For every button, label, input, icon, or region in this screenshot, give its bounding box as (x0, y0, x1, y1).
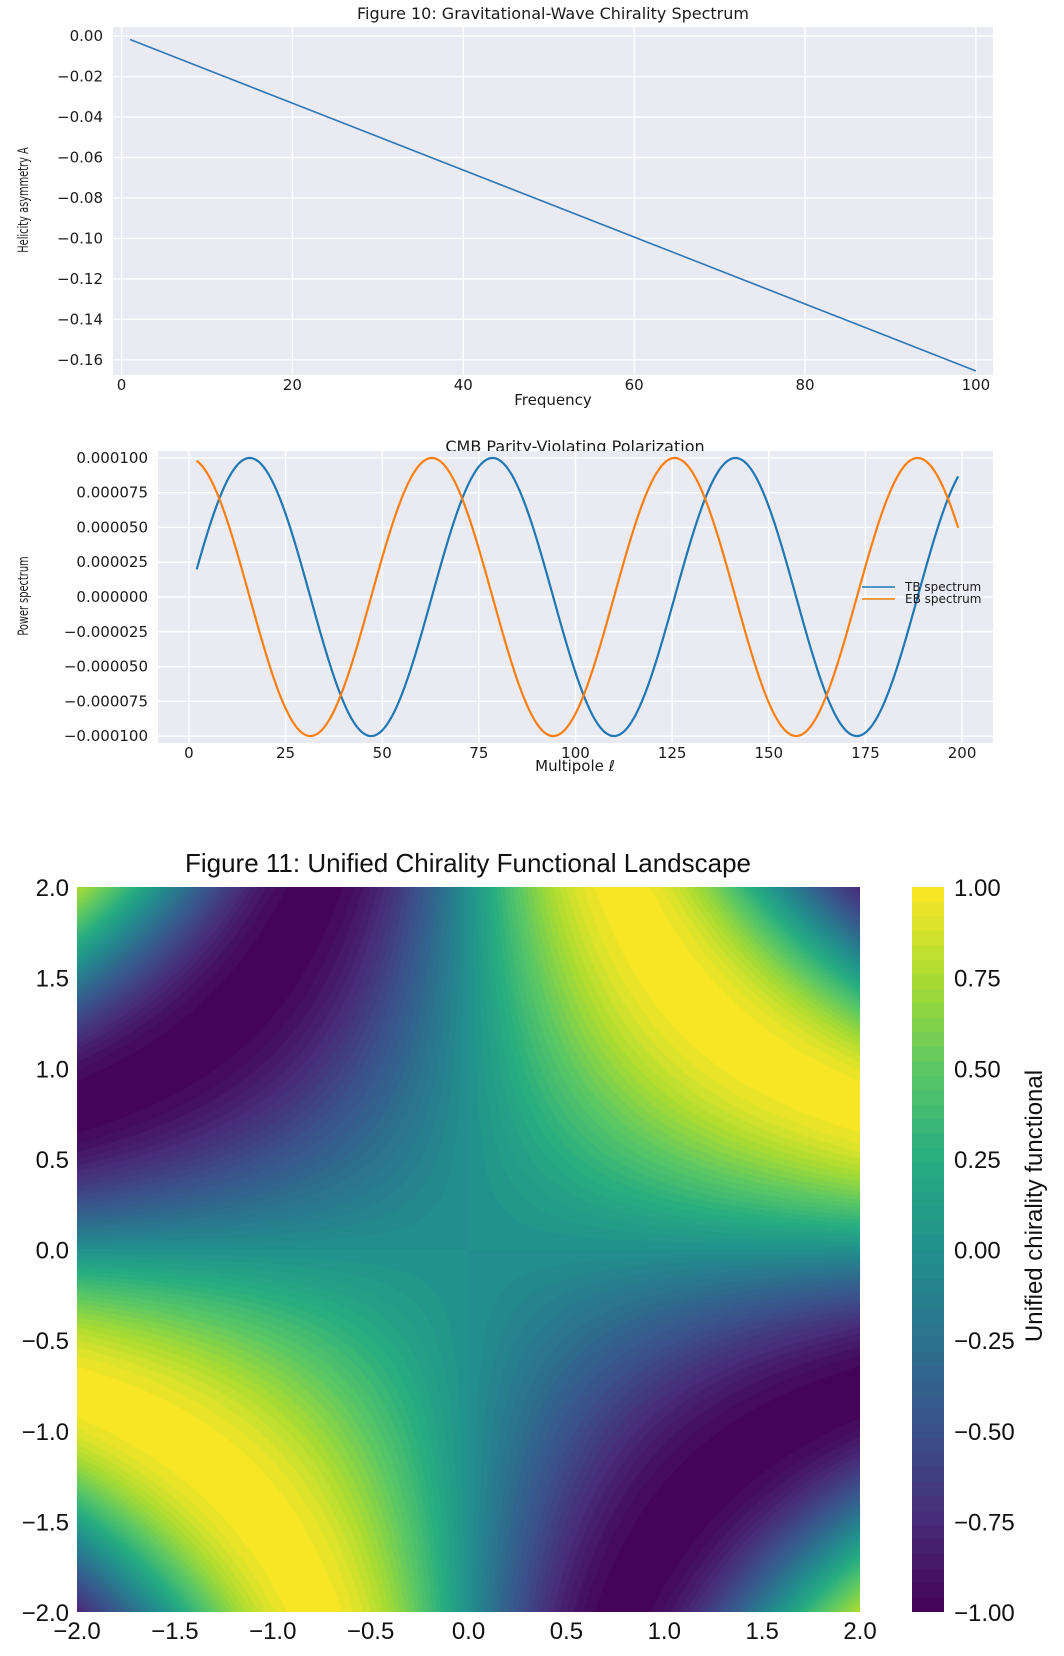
f11-x-tick-label: 0.5 (550, 1618, 583, 1645)
f11-y-tick-label: 1.5 (36, 966, 69, 993)
f10-series-line (129, 38, 977, 372)
f11-x-tick-label: −0.5 (347, 1618, 394, 1645)
f11-x-tick-label: 1.0 (648, 1618, 681, 1645)
f11-x-tick-label: −2.0 (53, 1618, 100, 1645)
cmb-y-tick-label: −0.000100 (64, 727, 148, 745)
f10-y-tick-label: −0.12 (57, 270, 103, 288)
cmb-legend-label: EB spectrum (905, 592, 981, 606)
colorbar-tick-label: 0.25 (954, 1147, 1001, 1174)
cmb-y-tick-label: 0.000100 (76, 449, 148, 467)
colorbar-tick-label: 0.75 (954, 966, 1001, 993)
f10-y-tick-label: −0.04 (57, 108, 103, 126)
figure-11-chart: Figure 11: Unified Chirality Functional … (22, 848, 1048, 1645)
f11-y-tick-label: 2.0 (36, 875, 69, 902)
colorbar-label: Unified chirality functional (1021, 1070, 1048, 1342)
cmb-x-tick-label: 75 (469, 744, 488, 762)
cmb-y-tick-label: 0.000000 (76, 588, 148, 606)
f11-x-tick-label: −1.5 (151, 1618, 198, 1645)
cmb-y-tick-label: −0.000025 (64, 623, 148, 641)
f10-x-tick-label: 60 (625, 376, 644, 394)
cmb-x-axis-label: Multipole ℓ (535, 757, 615, 775)
f10-x-tick-label: 40 (454, 376, 473, 394)
colorbar-tick-label: 1.00 (954, 875, 1001, 902)
f10-y-tick-label: −0.14 (57, 310, 103, 328)
cmb-x-tick-label: 50 (373, 744, 392, 762)
f11-x-tick-label: 1.5 (745, 1618, 778, 1645)
figure-10-title: Figure 10: Gravitational-Wave Chirality … (357, 4, 749, 23)
f10-x-tick-label: 80 (795, 376, 814, 394)
cmb-y-tick-label: 0.000075 (76, 484, 148, 502)
cmb-y-axis-label: Power spectrum (15, 556, 32, 635)
figure-10-x-axis-label: Frequency (514, 391, 592, 409)
colorbar-tick-label: 0.00 (954, 1238, 1001, 1265)
colorbar-tick-label: −0.75 (954, 1509, 1015, 1536)
figure-11-colorbar (912, 887, 944, 1612)
colorbar-tick-label: −0.50 (954, 1419, 1015, 1446)
cmb-legend-label: TB spectrum (904, 580, 981, 594)
cmb-y-tick-label: 0.000025 (76, 553, 148, 571)
cmb-series-line (195, 456, 960, 738)
f11-x-tick-label: 0.0 (452, 1618, 485, 1645)
f10-x-tick-label: 100 (962, 376, 991, 394)
cmb-y-tick-label: 0.000050 (76, 518, 148, 536)
cmb-x-tick-label: 100 (561, 744, 590, 762)
cmb-x-tick-label: 150 (754, 744, 783, 762)
f11-y-tick-label: 0.5 (36, 1147, 69, 1174)
f10-x-tick-label: 0 (117, 376, 127, 394)
cmb-y-tick-label: −0.000050 (64, 658, 148, 676)
f10-y-tick-label: −0.10 (57, 229, 103, 247)
f10-y-tick-label: 0.00 (70, 27, 103, 45)
f11-x-tick-label: 2.0 (843, 1618, 876, 1645)
f11-y-tick-label: −0.5 (22, 1328, 69, 1355)
f11-y-tick-label: −1.0 (22, 1419, 69, 1446)
f10-y-tick-label: −0.16 (57, 351, 103, 369)
f11-x-tick-label: −1.0 (249, 1618, 296, 1645)
colorbar-tick-label: −0.25 (954, 1328, 1015, 1355)
colorbar-tick-label: 0.50 (954, 1056, 1001, 1083)
cmb-y-tick-label: −0.000075 (64, 692, 148, 710)
cmb-x-tick-label: 0 (184, 744, 194, 762)
colorbar-tick-label: −1.00 (954, 1600, 1015, 1627)
figure-11-heatmap (77, 887, 860, 1612)
f11-y-tick-label: 1.0 (36, 1056, 69, 1083)
cmb-x-tick-label: 175 (851, 744, 880, 762)
cmb-x-tick-label: 125 (658, 744, 687, 762)
figure-10-y-axis-label: Helicity asymmetry A (15, 147, 32, 253)
f10-y-tick-label: −0.02 (57, 68, 103, 86)
f10-y-tick-label: −0.08 (57, 189, 103, 207)
f11-y-tick-label: −1.5 (22, 1509, 69, 1536)
f11-y-tick-label: −2.0 (22, 1600, 69, 1627)
cmb-x-tick-label: 200 (948, 744, 977, 762)
cmb-x-tick-label: 25 (276, 744, 295, 762)
f10-y-tick-label: −0.06 (57, 149, 103, 167)
figure-11-title: Figure 11: Unified Chirality Functional … (185, 848, 751, 878)
figure-10-chart: Figure 10: Gravitational-Wave Chirality … (15, 4, 993, 409)
f11-y-tick-label: 0.0 (36, 1238, 69, 1265)
figure-10-plot-area (113, 27, 993, 375)
cmb-polarization-chart: CMB Parity-Violating Polarization 0 25 50 7… (15, 440, 993, 775)
f10-x-tick-label: 20 (283, 376, 302, 394)
cmb-series-line (195, 456, 960, 738)
